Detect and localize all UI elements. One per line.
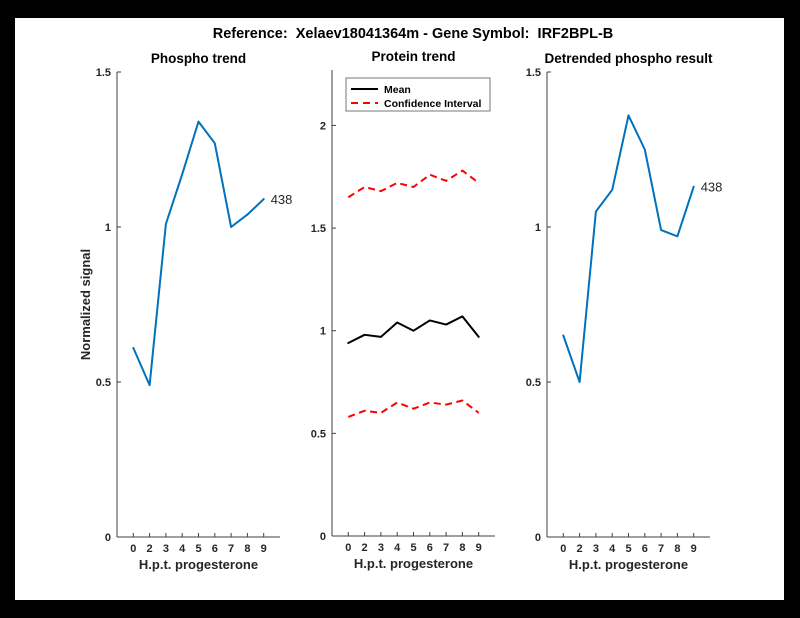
series-detrended-signal [562, 114, 695, 383]
x-tick-label: 5 [625, 543, 631, 555]
x-tick-label: 3 [163, 543, 169, 555]
x-axis-label: H.p.t. progesterone [139, 557, 258, 572]
series-ci-upper [347, 169, 480, 199]
x-axis-label: H.p.t. progesterone [354, 556, 473, 571]
x-tick-label: 5 [410, 542, 416, 554]
x-tick-label: 0 [130, 543, 136, 555]
x-tick-label: 9 [261, 543, 267, 555]
x-tick-label: 7 [228, 543, 234, 555]
x-tick-label: 6 [642, 543, 648, 555]
x-tick-label: 2 [362, 542, 368, 554]
y-tick-label: 1.5 [311, 223, 326, 235]
y-tick-label: 0.5 [311, 428, 326, 440]
x-tick-label: 8 [674, 543, 680, 555]
y-tick-label: 1 [535, 222, 541, 234]
x-tick-label: 2 [577, 543, 583, 555]
series-mean [347, 315, 480, 345]
x-tick-label: 4 [179, 543, 186, 555]
x-tick-label: 4 [394, 542, 401, 554]
figure-canvas [15, 18, 784, 600]
x-tick-label: 9 [476, 542, 482, 554]
x-tick-label: 9 [691, 543, 697, 555]
figure-title: Reference: Xelaev18041364m - Gene Symbol… [212, 26, 614, 42]
legend-label: Confidence Interval [384, 98, 482, 110]
y-axis-label: Normalized signal [78, 249, 93, 360]
chart-title: Phospho trend [151, 51, 246, 66]
y-tick-label: 2 [320, 120, 326, 132]
y-tick-label: 1 [105, 222, 111, 234]
y-tick-label: 0 [535, 532, 541, 544]
series-ci-lower [347, 399, 480, 418]
chart-title: Detrended phospho result [544, 51, 713, 66]
x-tick-label: 0 [560, 543, 566, 555]
y-tick-label: 1.5 [526, 67, 541, 79]
chart-title: Protein trend [371, 49, 455, 64]
series-end-label: 438 [701, 180, 723, 195]
x-tick-label: 3 [593, 543, 599, 555]
x-tick-label: 7 [658, 543, 664, 555]
x-tick-label: 8 [459, 542, 465, 554]
series-phospho-signal [132, 120, 265, 387]
x-tick-label: 6 [212, 543, 218, 555]
x-tick-label: 0 [345, 542, 351, 554]
x-tick-label: 5 [195, 543, 201, 555]
series-end-label: 438 [271, 192, 293, 207]
x-tick-label: 6 [427, 542, 433, 554]
x-tick-label: 2 [147, 543, 153, 555]
x-tick-label: 3 [378, 542, 384, 554]
legend-box [345, 77, 491, 112]
y-tick-label: 1 [320, 326, 326, 338]
x-axis-label: H.p.t. progesterone [569, 557, 688, 572]
y-tick-label: 0 [105, 532, 111, 544]
x-tick-label: 4 [609, 543, 616, 555]
x-tick-label: 7 [443, 542, 449, 554]
y-tick-label: 0.5 [526, 377, 541, 389]
y-tick-label: 0 [320, 531, 326, 543]
legend-label: Mean [384, 84, 411, 96]
y-tick-label: 1.5 [96, 67, 111, 79]
y-tick-label: 0.5 [96, 377, 111, 389]
x-tick-label: 8 [244, 543, 250, 555]
